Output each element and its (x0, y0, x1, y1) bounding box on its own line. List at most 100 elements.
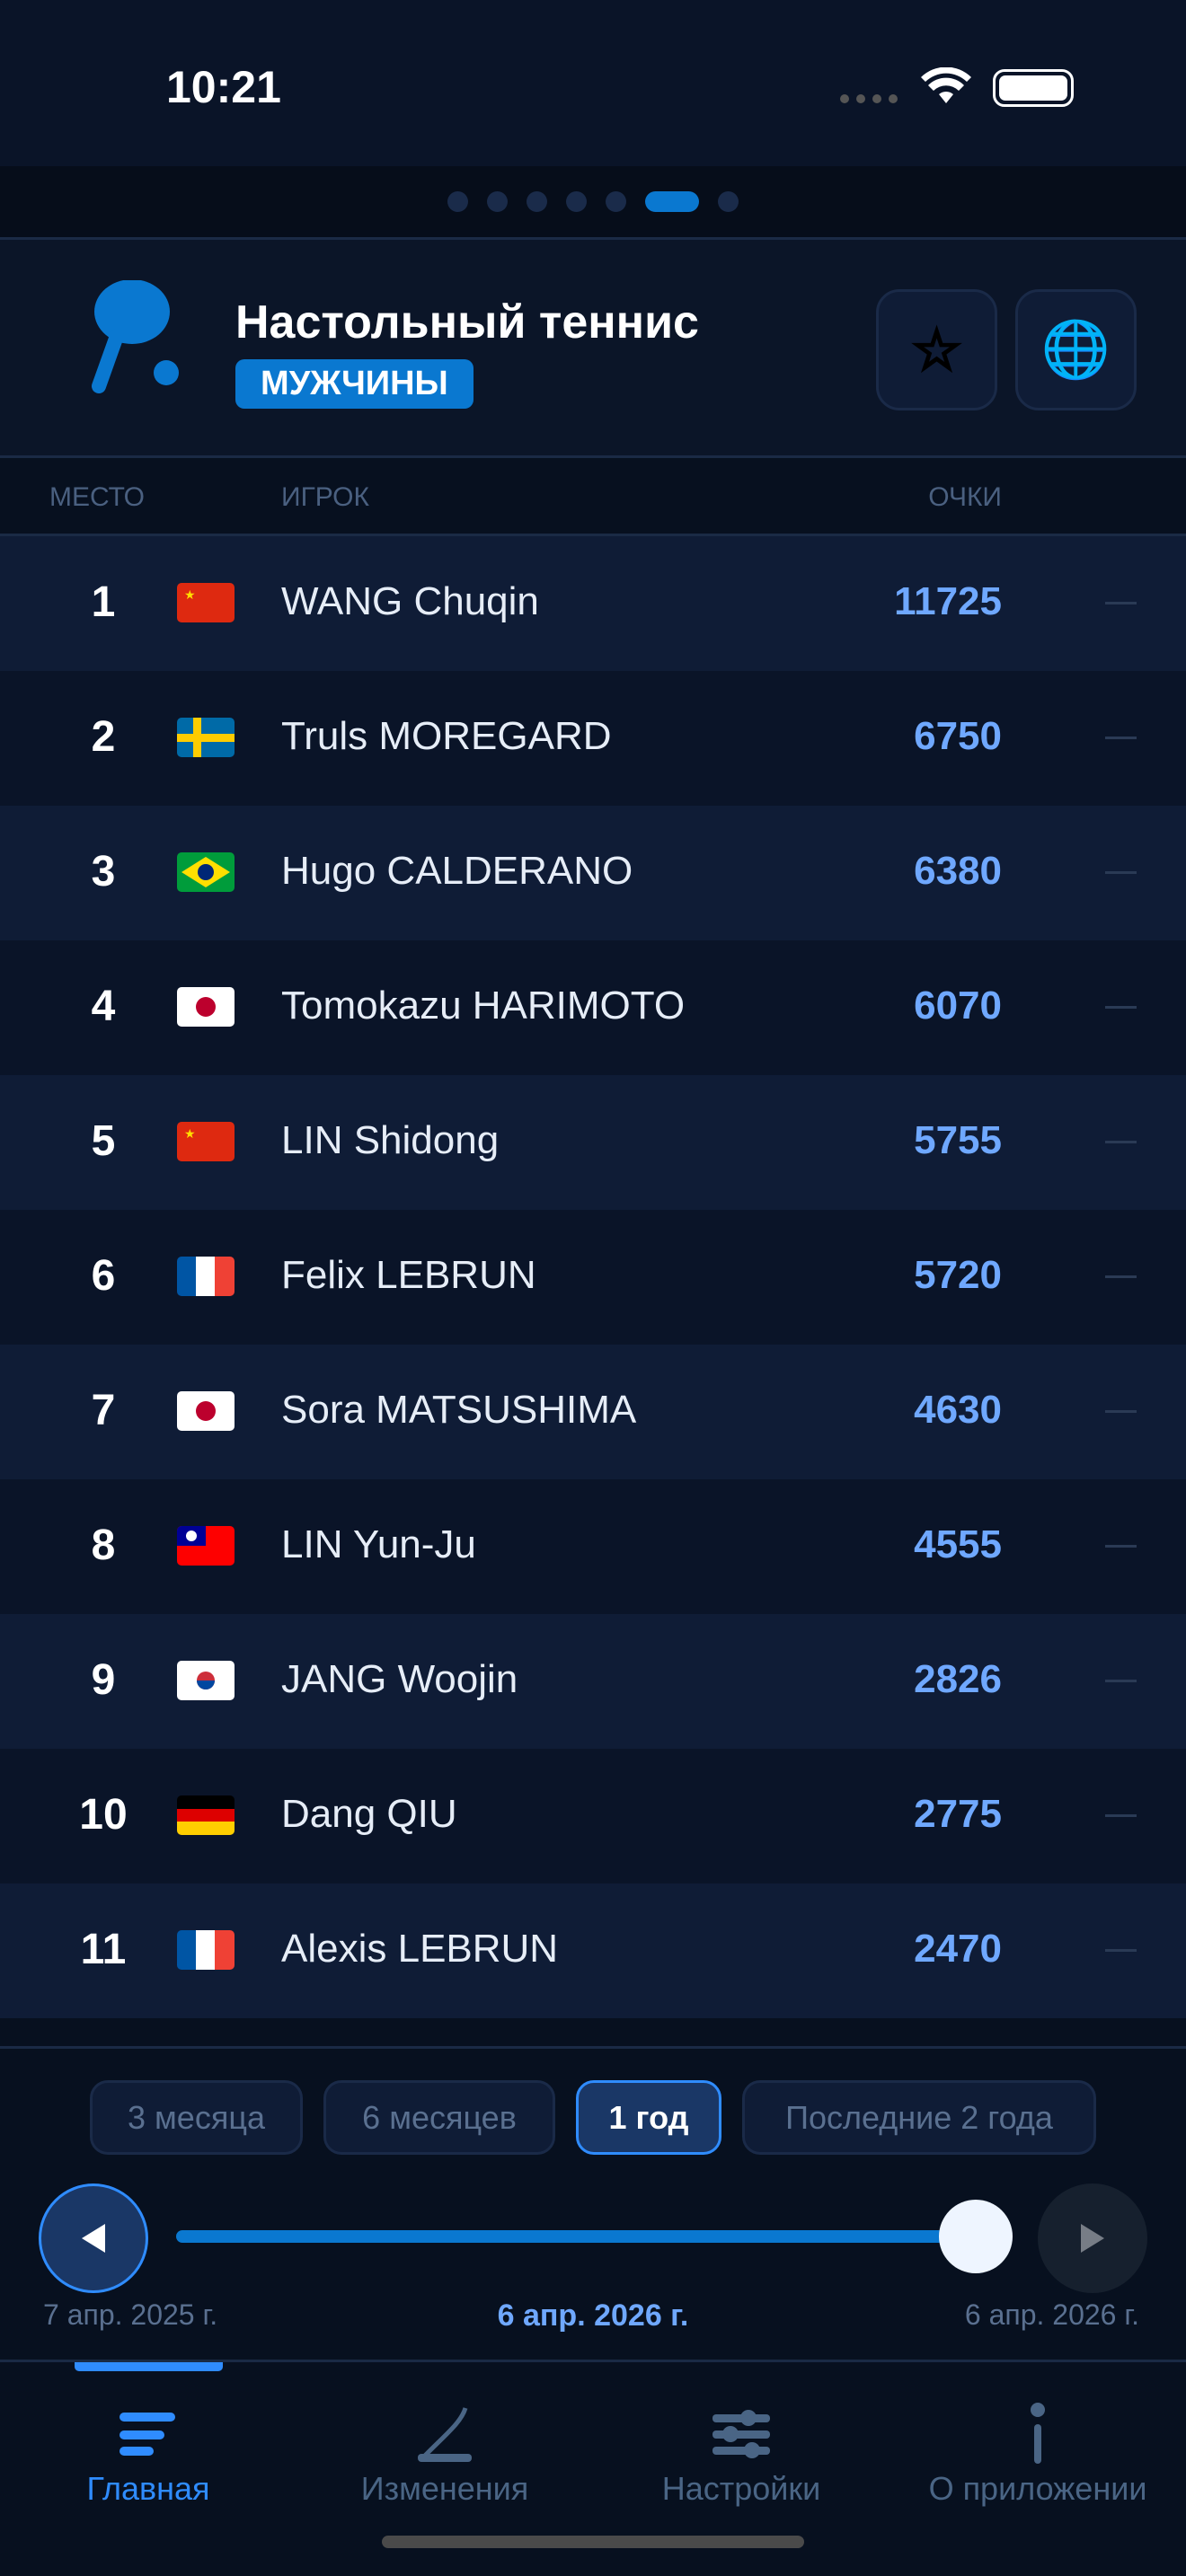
favorite-button[interactable]: ☆ (876, 289, 997, 410)
table-header: МЕСТО ИГРОК ОЧКИ (0, 458, 1186, 536)
previous-button[interactable] (39, 2183, 148, 2293)
change-indicator (1105, 602, 1137, 604)
page-indicator[interactable] (0, 166, 1186, 240)
rank: 3 (91, 848, 116, 895)
table-row[interactable]: 7 Sora MATSUSHIMA 4630 (0, 1345, 1186, 1479)
wifi-icon (921, 67, 971, 103)
chart-line-icon (296, 2398, 593, 2470)
globe-button[interactable]: 🌐 (1015, 289, 1137, 410)
table-row[interactable]: 3 Hugo CALDERANO 6380 (0, 806, 1186, 940)
table-row[interactable]: 11 Alexis LEBRUN 2470 (0, 1883, 1186, 2018)
star-icon: ☆ (910, 319, 963, 384)
tab-bar: Главная Изменения Настройки О приложении (0, 2360, 1186, 2576)
flag-jp-icon (177, 1391, 235, 1431)
points: 6070 (914, 984, 1002, 1028)
player-name: Tomokazu HARIMOTO (281, 984, 686, 1028)
rank: 5 (91, 1117, 116, 1165)
tab-label: О приложении (928, 2470, 1147, 2507)
period-2-years[interactable]: Последние 2 года (742, 2080, 1096, 2155)
change-indicator (1105, 1141, 1137, 1143)
globe-icon: 🌐 (1040, 319, 1111, 381)
rank: 8 (91, 1522, 116, 1569)
table-row[interactable]: 6 Felix LEBRUN 5720 (0, 1210, 1186, 1345)
flag-tw-icon (177, 1526, 235, 1566)
tab-label: Настройки (661, 2470, 821, 2507)
flag-se-icon (177, 718, 235, 757)
points: 6380 (914, 849, 1002, 893)
table-row[interactable]: 9 JANG Woojin 2826 (0, 1614, 1186, 1749)
rank: 11 (80, 1926, 127, 1973)
rank: 10 (79, 1791, 128, 1839)
points: 5720 (914, 1253, 1002, 1297)
page-dot[interactable] (718, 191, 739, 212)
player-name: Felix LEBRUN (281, 1253, 536, 1297)
list-icon (0, 2398, 296, 2470)
flag-fr-icon (177, 1257, 235, 1296)
status-time: 10:21 (166, 62, 281, 112)
status-bar: 10:21 (0, 0, 1186, 166)
rank: 4 (91, 983, 116, 1030)
sliders-icon (593, 2398, 890, 2470)
svg-text:★: ★ (184, 1126, 196, 1141)
category-badge: МУЖЧИНЫ (235, 359, 474, 409)
table-row[interactable]: 10 Dang QIU 2775 (0, 1749, 1186, 1883)
flag-cn-icon: ★ (177, 583, 235, 622)
slider-thumb[interactable] (939, 2200, 1013, 2273)
current-date: 6 апр. 2026 г. (497, 2298, 689, 2333)
change-indicator (1105, 1949, 1137, 1952)
tab-home[interactable]: Главная (0, 2362, 296, 2542)
end-date: 6 апр. 2026 г. (964, 2298, 1139, 2331)
points: 5755 (914, 1118, 1002, 1162)
tab-about[interactable]: О приложении (890, 2362, 1186, 2542)
player-name: Sora MATSUSHIMA (281, 1388, 637, 1432)
change-indicator (1105, 737, 1137, 739)
change-indicator (1105, 1680, 1137, 1682)
tab-changes[interactable]: Изменения (296, 2362, 593, 2542)
flag-de-icon (177, 1795, 235, 1835)
table-row[interactable]: 4 Tomokazu HARIMOTO 6070 (0, 940, 1186, 1075)
flag-jp-icon (177, 987, 235, 1027)
player-name: Dang QIU (281, 1792, 457, 1836)
page-dot[interactable] (606, 191, 626, 212)
page-dot-active[interactable] (645, 191, 699, 212)
player-name: Hugo CALDERANO (281, 849, 633, 893)
rank: 1 (91, 578, 116, 626)
table-row[interactable]: 1 ★ WANG Chuqin 11725 (0, 536, 1186, 671)
column-place: МЕСТО (49, 482, 145, 512)
tab-settings[interactable]: Настройки (593, 2362, 890, 2542)
period-6-months[interactable]: 6 месяцев (323, 2080, 555, 2155)
points: 2470 (914, 1927, 1002, 1971)
page-dot[interactable] (566, 191, 587, 212)
next-button[interactable] (1038, 2183, 1147, 2293)
player-name: LIN Yun-Ju (281, 1522, 476, 1566)
page-title: Настольный теннис (235, 296, 699, 348)
rank: 7 (91, 1387, 116, 1434)
flag-br-icon (177, 852, 235, 892)
page-dot[interactable] (527, 191, 547, 212)
table-row[interactable]: 5 ★ LIN Shidong 5755 (0, 1075, 1186, 1210)
player-name: LIN Shidong (281, 1118, 500, 1162)
change-indicator (1105, 1275, 1137, 1278)
page-dot[interactable] (447, 191, 468, 212)
home-indicator (382, 2536, 804, 2548)
page-dot[interactable] (487, 191, 508, 212)
date-slider[interactable] (176, 2230, 976, 2243)
flag-fr-icon (177, 1930, 235, 1970)
table-row[interactable]: 2 Truls MOREGARD 6750 (0, 671, 1186, 806)
period-1-year[interactable]: 1 год (576, 2080, 721, 2155)
table-row[interactable]: 8 LIN Yun-Ju 4555 (0, 1479, 1186, 1614)
player-name: Alexis LEBRUN (281, 1927, 559, 1971)
period-panel: 3 месяца 6 месяцев 1 год Последние 2 год… (0, 2046, 1186, 2360)
flag-kr-icon (177, 1661, 235, 1700)
points: 6750 (914, 714, 1002, 758)
points: 4630 (914, 1388, 1002, 1432)
svg-text:★: ★ (184, 587, 196, 602)
active-tab-indicator (75, 2362, 223, 2371)
period-3-months[interactable]: 3 месяца (90, 2080, 303, 2155)
start-date: 7 апр. 2025 г. (43, 2298, 218, 2331)
rank: 2 (91, 713, 116, 761)
player-name: JANG Woojin (281, 1657, 518, 1701)
info-icon (890, 2398, 1186, 2470)
tab-label: Главная (86, 2470, 210, 2507)
points: 4555 (914, 1522, 1002, 1566)
